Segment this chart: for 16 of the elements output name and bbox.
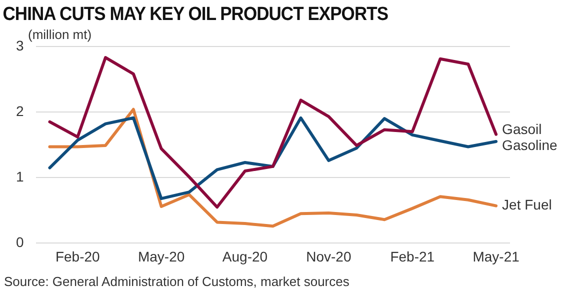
x-tick-label: Nov-20 bbox=[306, 248, 352, 264]
series-label: Gasoline bbox=[502, 136, 558, 153]
y-tick-label: 1 bbox=[16, 168, 24, 184]
series-label: Gasoil bbox=[502, 120, 542, 137]
x-tick-label: Feb-20 bbox=[55, 248, 100, 264]
chart-title: CHINA CUTS MAY KEY OIL PRODUCT EXPORTS bbox=[2, 3, 390, 26]
x-tick-label: May-21 bbox=[472, 248, 520, 264]
source-note: Source: General Administration of Customs, market sources bbox=[3, 274, 350, 291]
x-tick-label: Aug-20 bbox=[222, 248, 268, 264]
y-tick-label: 2 bbox=[16, 102, 24, 119]
x-tick-label: May-20 bbox=[138, 248, 185, 264]
series-label: Jet Fuel bbox=[502, 196, 552, 213]
y-axis-title: (million mt) bbox=[28, 27, 92, 42]
y-tick-label: 0 bbox=[16, 234, 24, 250]
x-tick-label: Feb-21 bbox=[390, 248, 435, 264]
y-tick-label: 3 bbox=[16, 37, 24, 54]
